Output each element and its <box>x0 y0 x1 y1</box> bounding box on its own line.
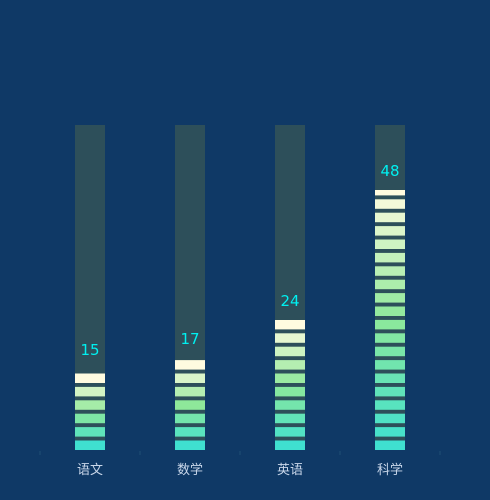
bar-segment <box>75 386 105 397</box>
bar-segment <box>375 400 405 410</box>
bar-segment <box>75 400 105 410</box>
data-label: 15 <box>80 341 99 359</box>
bar-segment <box>275 427 305 437</box>
bar-segment <box>275 413 305 424</box>
bar-segment <box>275 386 305 397</box>
bar-segment <box>375 427 405 437</box>
bar-segment <box>375 306 405 316</box>
bar-segment <box>275 333 305 343</box>
bar <box>375 190 405 450</box>
x-axis <box>39 451 441 455</box>
bar-segment <box>375 319 405 330</box>
x-tick-label: 英语 <box>277 463 303 478</box>
bar <box>175 360 205 450</box>
bar-segment <box>175 386 205 397</box>
x-tick-label: 语文 <box>77 463 103 478</box>
bar-segment <box>375 239 405 249</box>
bar-segment <box>375 226 405 236</box>
bar-segment <box>75 427 105 437</box>
bar-segment <box>175 360 205 370</box>
bar-segment <box>275 360 305 370</box>
bar-segment <box>275 373 305 383</box>
bar-segment <box>175 440 205 450</box>
data-label: 48 <box>380 162 399 180</box>
bar-segment <box>375 293 405 303</box>
bar-segment <box>375 373 405 383</box>
x-tick-label: 科学 <box>377 462 403 478</box>
x-tick-label: 数学 <box>177 462 203 478</box>
bar-segment <box>375 199 405 209</box>
bar <box>75 373 105 450</box>
bar-segment <box>175 427 205 437</box>
bar-segment <box>375 333 405 343</box>
bar-segment <box>75 413 105 424</box>
bar-segment <box>175 413 205 424</box>
bar-segment <box>175 400 205 410</box>
bar-segment <box>375 212 405 223</box>
bar-tracks <box>75 125 405 450</box>
bar-segment <box>275 346 305 357</box>
bar-segment <box>75 373 105 383</box>
bar-segment <box>175 373 205 383</box>
bar-segment <box>375 252 405 263</box>
bar-segment <box>375 346 405 357</box>
category-labels: 语文 数学 英语 科学 <box>77 462 403 478</box>
data-label: 17 <box>180 330 199 348</box>
bar-segment <box>375 413 405 424</box>
bar-segment <box>75 440 105 450</box>
bar-series <box>75 190 405 450</box>
bar-segment <box>375 440 405 450</box>
bar-segment <box>375 360 405 370</box>
bar-segment <box>275 320 305 330</box>
bar-segment <box>375 266 405 276</box>
bar-segment <box>375 386 405 397</box>
data-label: 24 <box>280 292 299 310</box>
value-labels: 15 17 24 48 <box>80 162 399 359</box>
bar-segment <box>375 190 405 196</box>
bar-segment <box>375 279 405 290</box>
bar <box>275 320 305 450</box>
bar-segment <box>275 440 305 450</box>
bar-segment <box>275 400 305 410</box>
